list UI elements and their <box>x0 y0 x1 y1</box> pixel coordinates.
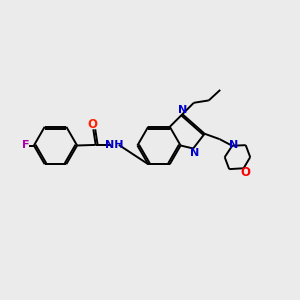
Text: N: N <box>178 105 188 115</box>
Text: F: F <box>22 140 29 151</box>
Text: NH: NH <box>105 140 124 150</box>
Text: N: N <box>229 140 238 150</box>
Text: O: O <box>240 166 250 179</box>
Text: N: N <box>190 148 199 158</box>
Text: O: O <box>88 118 98 131</box>
